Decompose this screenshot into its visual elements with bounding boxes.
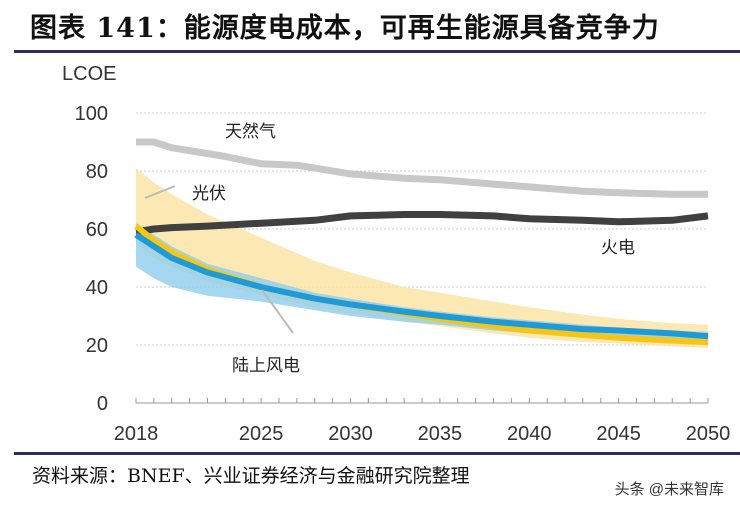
x-tick-label: 2030 — [328, 423, 373, 445]
series-label: 天然气 — [225, 122, 276, 141]
source-note: 资料来源：BNEF、兴业证券经济与金融研究院整理 — [32, 465, 470, 487]
title-divider — [14, 50, 740, 53]
x-tick-label: 2040 — [507, 423, 552, 445]
y-tick-label: 100 — [75, 103, 108, 125]
series-label: 火电 — [601, 238, 635, 257]
y-tick-label: 80 — [86, 161, 108, 183]
x-tick-label: 2035 — [418, 423, 463, 445]
series-line-陆上风电 — [134, 232, 709, 340]
series-line-火电 — [135, 211, 709, 236]
solar-leader-line — [144, 185, 176, 199]
y-axis-label: LCOE — [62, 63, 116, 85]
series-label: 陆上风电 — [232, 356, 300, 375]
y-tick-label: 40 — [86, 277, 108, 299]
x-tick-label: 2050 — [686, 423, 731, 445]
watermark: 头条 @未来智库 — [614, 481, 724, 498]
x-tick-label: 2045 — [596, 423, 641, 445]
y-tick-label: 0 — [97, 393, 108, 415]
chart-title: 图表 141：能源度电成本，可再生能源具备竞争力 — [30, 13, 660, 44]
y-tick-label: 20 — [86, 335, 108, 357]
x-tick-label: 2025 — [239, 423, 284, 445]
wind-leader-line — [261, 289, 294, 334]
series-line-天然气 — [136, 138, 708, 198]
x-tick-label: 2018 — [114, 423, 159, 445]
source-divider — [14, 452, 740, 455]
series-label: 光伏 — [192, 184, 226, 203]
y-tick-label: 60 — [86, 219, 108, 241]
